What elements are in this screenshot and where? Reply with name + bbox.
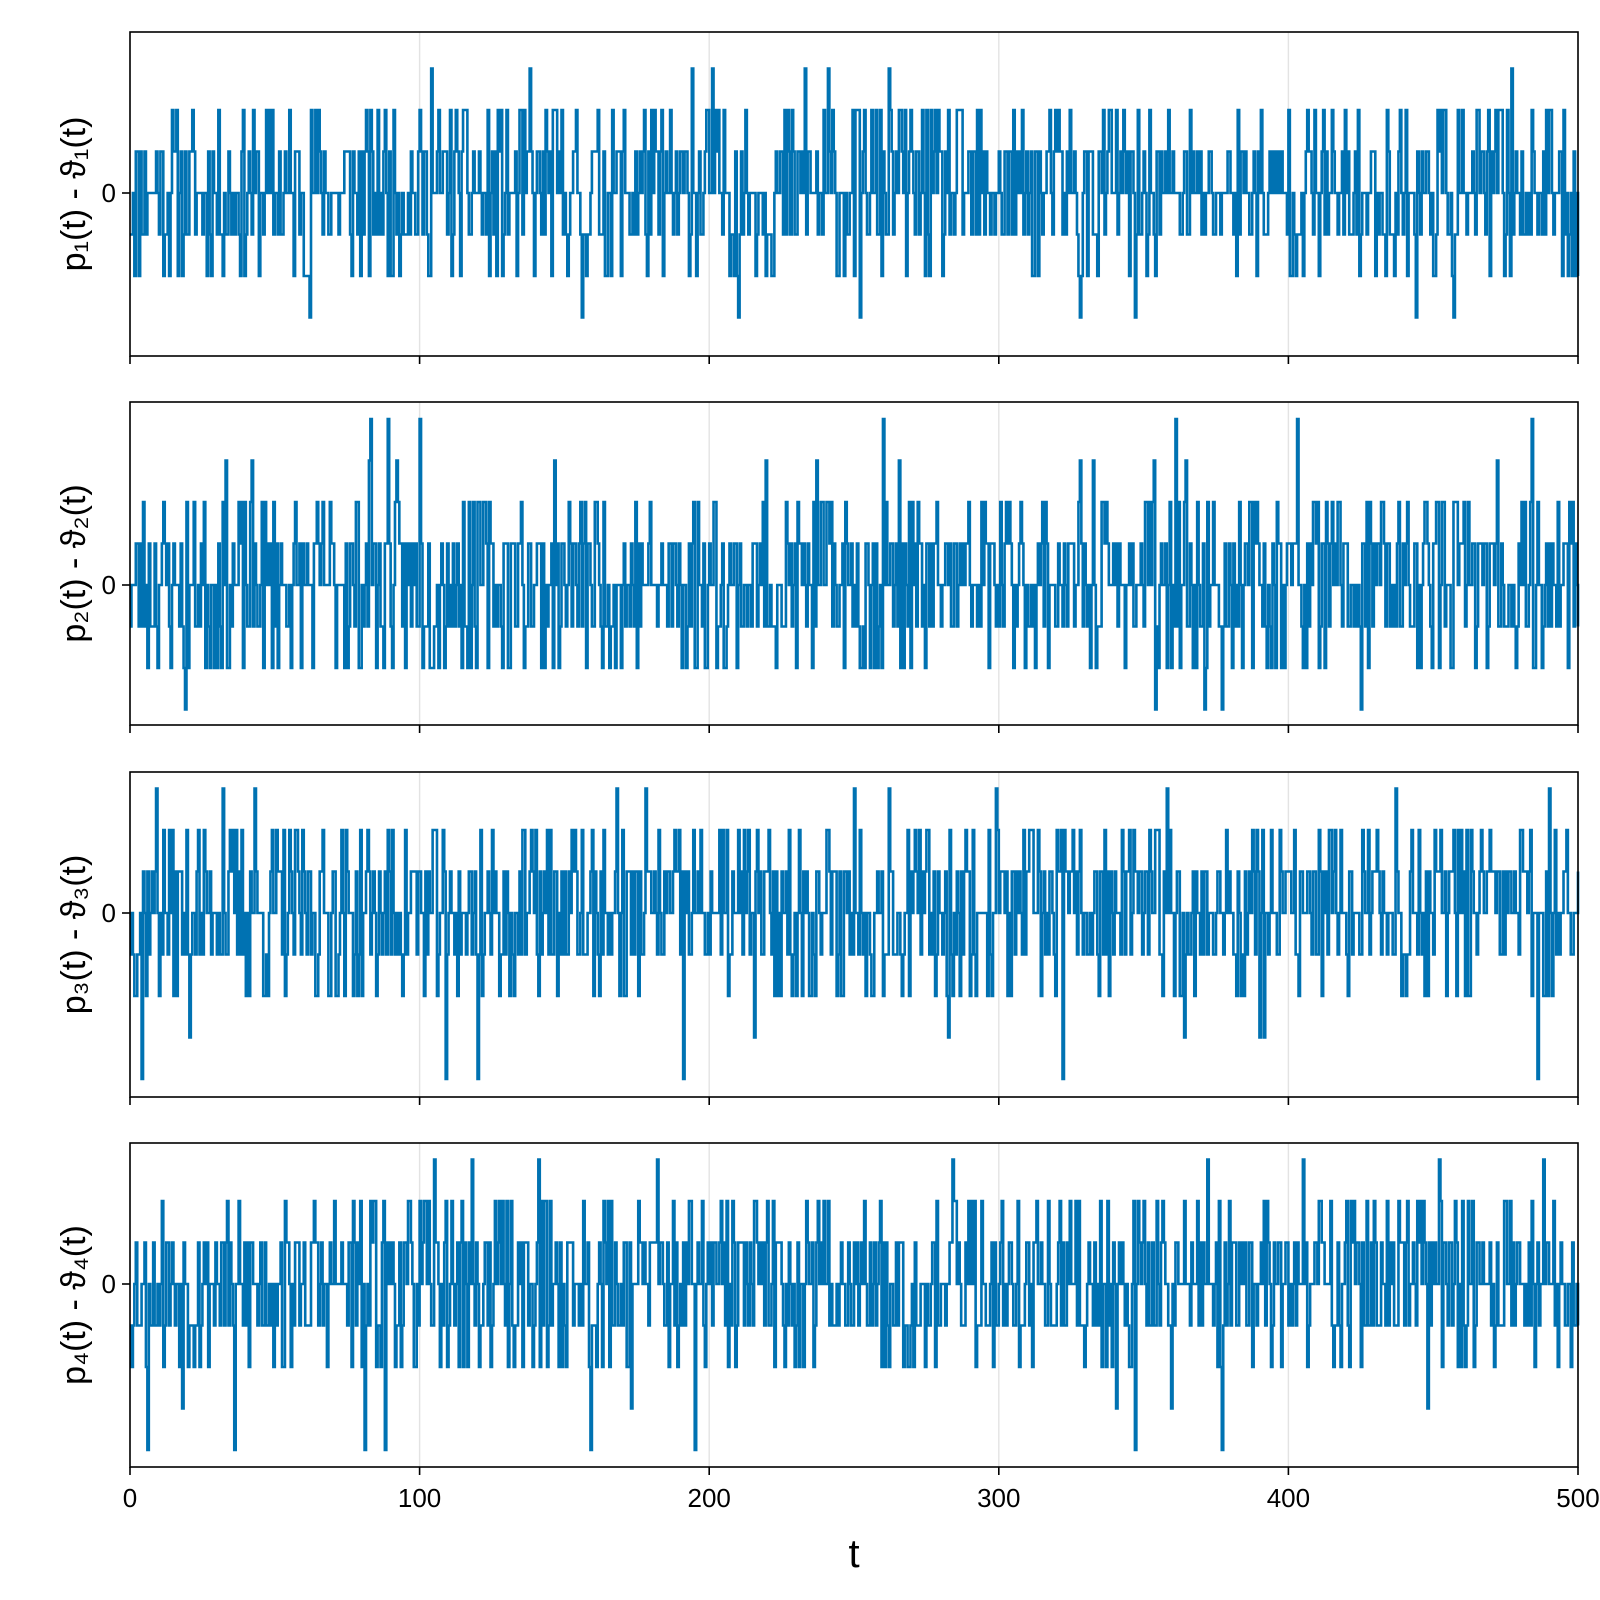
panel-4-y-tick-label-0: 0 [102, 1269, 116, 1299]
panel-4-x-tick-labels: 0 100 200 300 400 500 [123, 1483, 1600, 1513]
panel-3: 0 p₃(t) - ϑ₃(t) [55, 771, 1580, 1105]
panel-3-x-ticks [129, 1097, 1579, 1105]
panel-2-series [130, 417, 1580, 711]
x-tick-label-400: 400 [1267, 1483, 1310, 1513]
panel-1: 0 p₁(t) - ϑ₁(t) [55, 31, 1580, 364]
x-tick-label-200: 200 [688, 1483, 731, 1513]
x-tick-label-0: 0 [123, 1483, 137, 1513]
panel-1-series [130, 67, 1580, 319]
series-line [130, 67, 1580, 319]
panel-3-y-tick-label-0: 0 [102, 898, 116, 928]
x-tick-label-100: 100 [398, 1483, 441, 1513]
panel-1-y-tick-label-0: 0 [102, 178, 116, 208]
panel-4-frame [129, 1142, 1579, 1468]
x-tick-label-500: 500 [1556, 1483, 1599, 1513]
panel-1-x-ticks [129, 356, 1579, 364]
panel-4-series [130, 1158, 1580, 1452]
series-line [130, 787, 1580, 1081]
panel-2-y-axis-title: p₂(t) - ϑ₂(t) [55, 484, 93, 642]
panel-2-frame [129, 401, 1579, 726]
panel-4: 0 p₄(t) - ϑ₄(t) 0 100 200 300 400 500 t [55, 1142, 1600, 1576]
panel-3-y-axis-title: p₃(t) - ϑ₃(t) [55, 855, 93, 1015]
panel-4-x-ticks [129, 1467, 1579, 1475]
panel-2-y-tick-label-0: 0 [102, 570, 116, 600]
series-line [130, 1158, 1580, 1452]
panel-3-series [130, 787, 1580, 1081]
series-line [130, 417, 1580, 711]
x-axis-title: t [848, 1532, 859, 1576]
panel-2-x-ticks [129, 725, 1579, 733]
panel-1-y-axis-title: p₁(t) - ϑ₁(t) [55, 117, 93, 272]
x-tick-label-300: 300 [977, 1483, 1020, 1513]
panel-4-y-axis-title: p₄(t) - ϑ₄(t) [55, 1225, 93, 1385]
panel-2: 0 p₂(t) - ϑ₂(t) [55, 401, 1580, 733]
panel-3-frame [129, 771, 1579, 1098]
panel-1-frame [129, 31, 1579, 357]
